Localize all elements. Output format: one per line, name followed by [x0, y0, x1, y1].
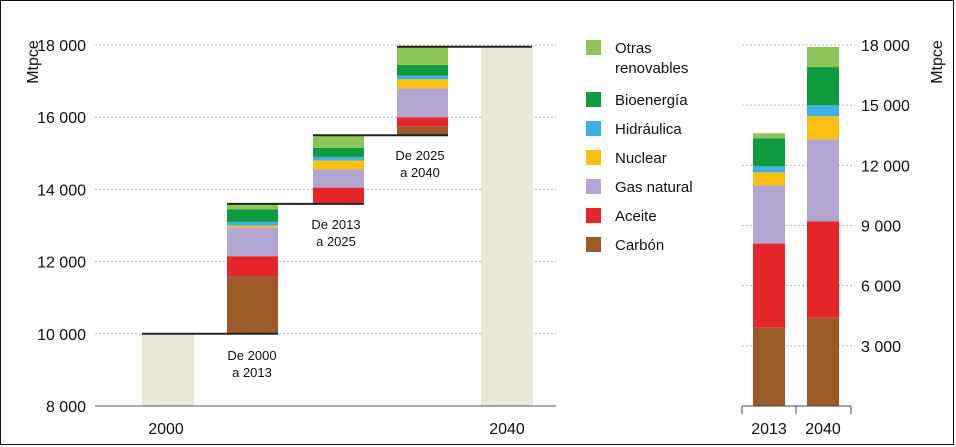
y-tick-label: 18 000: [37, 38, 86, 55]
y-axis-label: Mtpce: [929, 40, 946, 84]
y-tick-label: 15 000: [861, 98, 910, 115]
segment-aceite: [807, 221, 839, 318]
segment-bioenergia: [313, 147, 364, 157]
segment-aceite: [753, 243, 785, 328]
y-tick-label: 3 000: [861, 339, 901, 356]
segment-aceite: [227, 256, 278, 277]
step-label: De 2025: [395, 148, 444, 163]
y-tick-label: 9 000: [861, 219, 901, 236]
legend-swatch-hidraulica: [586, 121, 601, 136]
segment-nuclear: [753, 172, 785, 186]
y-tick-label: 8 000: [46, 399, 86, 416]
segment-hidraulica: [807, 105, 839, 117]
segment-aceite: [313, 187, 364, 204]
x-tick-label: 2040: [805, 421, 841, 438]
x-tick-label: 2013: [751, 421, 787, 438]
segment-carbon: [397, 126, 448, 136]
legend: Otras renovables Bioenergía Hidráulica Nucle…: [586, 40, 693, 254]
segment-nuclear: [807, 116, 839, 140]
segment-otras: [807, 47, 839, 68]
segment-nuclear: [397, 79, 448, 89]
segment-hidraulica: [753, 166, 785, 173]
segment-gas: [753, 185, 785, 244]
segment-bioenergia: [227, 209, 278, 222]
legend-label: Otras: [615, 40, 652, 57]
y-axis-label: Mtpce: [25, 40, 42, 84]
segment-otras: [397, 46, 448, 65]
y-tick-label: 12 000: [861, 158, 910, 175]
legend-swatch-bioenergia: [586, 92, 601, 107]
y-tick-label: 12 000: [37, 255, 86, 272]
segment-hidraulica: [313, 156, 364, 161]
legend-swatch-otras: [586, 40, 601, 55]
segment-carbon: [807, 317, 839, 406]
segment-gas: [397, 88, 448, 118]
total-bar-2040: [481, 46, 533, 407]
x-tick-label: 2000: [148, 421, 184, 438]
total-bar-2000: [142, 333, 194, 406]
segment-nuclear: [313, 160, 364, 170]
segment-otras: [313, 135, 364, 148]
step-label: a 2013: [232, 365, 272, 380]
y-tick-label: 10 000: [37, 327, 86, 344]
step-label: a 2025: [316, 234, 356, 249]
legend-label: Carbón: [615, 237, 664, 254]
segment-bioenergia: [753, 138, 785, 167]
right-stacked-bars: [753, 47, 839, 406]
y-tick-label: 16 000: [37, 110, 86, 127]
legend-label: Nuclear: [615, 150, 667, 167]
x-tick-label: 2040: [489, 421, 525, 438]
y-tick-label: 6 000: [861, 279, 901, 296]
right-gridlines: [742, 44, 855, 347]
segment-hidraulica: [227, 221, 278, 226]
segment-hidraulica: [397, 75, 448, 80]
y-tick-label: 14 000: [37, 182, 86, 199]
legend-label: Hidráulica: [615, 121, 682, 138]
segment-gas: [313, 169, 364, 188]
segment-otras: [227, 203, 278, 210]
segment-carbon: [753, 327, 785, 406]
segment-carbon: [227, 276, 278, 334]
legend-label: Gas natural: [615, 179, 693, 196]
segment-gas: [807, 139, 839, 222]
legend-swatch-aceite: [586, 208, 601, 223]
legend-swatch-nuclear: [586, 150, 601, 165]
left-waterfall-bars: [142, 45, 533, 407]
segment-otras: [753, 133, 785, 139]
legend-swatch-carbon: [586, 237, 601, 252]
legend-label: renovables: [615, 60, 688, 77]
legend-label: Bioenergía: [615, 92, 688, 109]
step-label: De 2000: [227, 348, 276, 363]
segment-aceite: [397, 117, 448, 127]
segment-bioenergia: [807, 67, 839, 106]
legend-label: Aceite: [615, 208, 657, 225]
step-label: De 2013: [311, 217, 360, 232]
segment-bioenergia: [397, 64, 448, 76]
segment-gas: [227, 227, 278, 257]
legend-swatch-gas: [586, 179, 601, 194]
step-label: a 2040: [400, 165, 440, 180]
left-axis: 8 000 10 000 12 000 14 000 16 000 18 000Mtpce…: [25, 38, 556, 438]
segment-nuclear: [227, 225, 278, 228]
right-axis: 3 000 6 000 9 000 12 000 15 000 18 000 2013 204…: [741, 38, 946, 438]
y-tick-label: 18 000: [861, 38, 910, 55]
